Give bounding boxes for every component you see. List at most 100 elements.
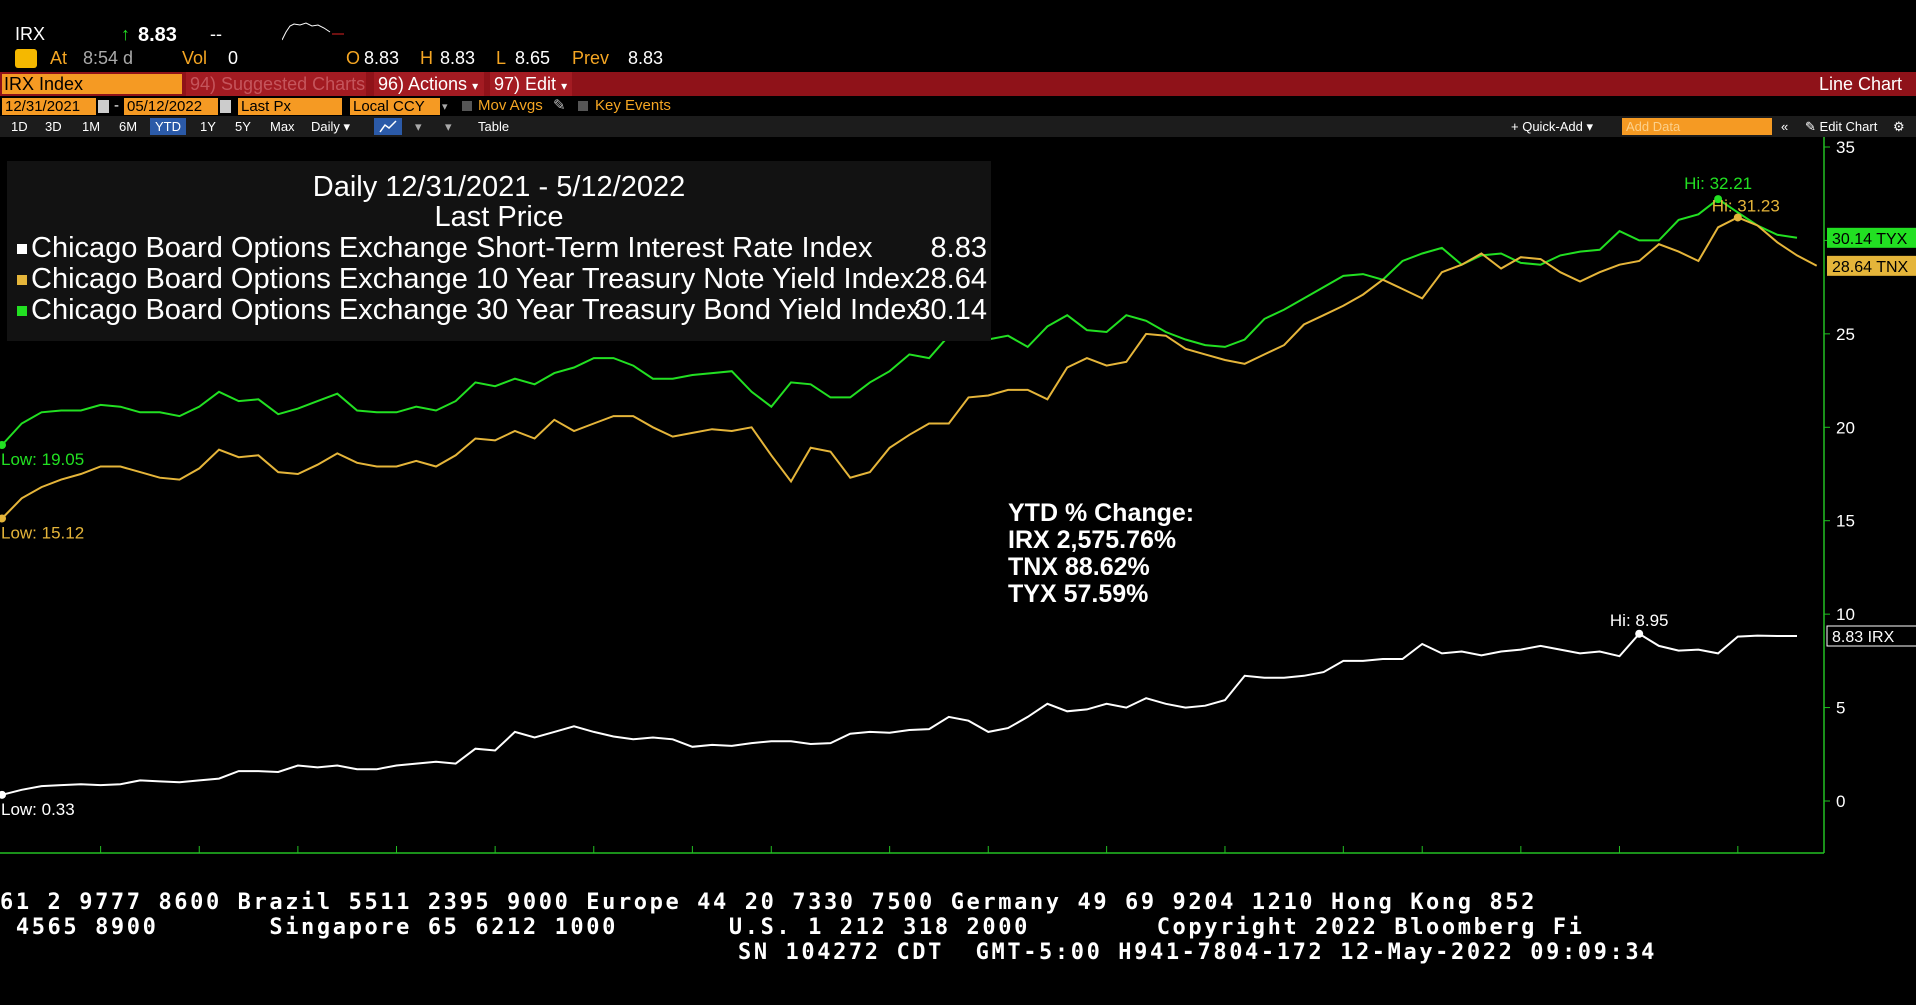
change-value: --: [210, 24, 222, 44]
function-toolbar: IRX Index 94) Suggested Charts 96) Actio…: [0, 72, 1916, 96]
series-line-irx: [1, 632, 1797, 796]
legend-swatch: [17, 275, 27, 286]
y-tick-label: 20: [1836, 418, 1855, 437]
low-label-irx: Low: 0.33: [1, 800, 75, 819]
key-events-label: Key Events: [595, 97, 671, 114]
legend-series-name: Chicago Board Options Exchange Short-Ter…: [31, 232, 873, 264]
ticker-line-1: 61 2 9777 8600 Brazil 5511 2395 9000 Eur…: [0, 890, 1537, 915]
range-max-button[interactable]: Max: [270, 119, 295, 134]
legend-series-name: Chicago Board Options Exchange 30 Year T…: [31, 294, 921, 326]
ticker-line-2: 4565 8900 Singapore 65 6212 1000 U.S. 1 …: [0, 915, 1585, 940]
y-tick-label: 5: [1836, 699, 1845, 718]
gear-icon[interactable]: ⚙: [1893, 119, 1905, 134]
vol-label: Vol: [182, 48, 208, 68]
y-tick-label: 0: [1836, 792, 1845, 811]
actions-label: 96) Actions: [378, 74, 468, 94]
last-value-label-irx: 8.83 IRX: [1832, 629, 1895, 646]
low-marker-tyx: [0, 441, 6, 450]
ytd-tnx: TNX 88.62%: [1008, 553, 1150, 581]
range-ytd-button[interactable]: YTD: [150, 118, 186, 135]
prev-label: Prev: [572, 48, 610, 68]
range-6m-button[interactable]: 6M: [119, 119, 138, 134]
field-selector[interactable]: Last Px: [238, 98, 342, 115]
edit-label: 97) Edit: [494, 74, 557, 94]
edit-chart-button[interactable]: ✎ Edit Chart: [1800, 118, 1882, 135]
ticker-symbol[interactable]: IRX: [15, 24, 46, 44]
range-1m-button[interactable]: 1M: [82, 119, 101, 134]
prev-value: 8.83: [628, 48, 664, 68]
range-1d-button[interactable]: 1D: [11, 119, 28, 134]
clock-icon[interactable]: [15, 49, 37, 68]
legend-row-tyx[interactable]: Chicago Board Options Exchange 30 Year T…: [17, 295, 987, 325]
legend-series-value: 28.64: [914, 263, 987, 295]
open-label: O: [346, 48, 361, 68]
last-value-tag-irx: [1826, 625, 1916, 647]
pencil-icon[interactable]: ✎: [553, 97, 566, 114]
low-label-tnx: Low: 15.12: [1, 523, 84, 542]
low-label-tyx: Low: 19.05: [1, 450, 84, 469]
low-marker-tnx: [0, 514, 6, 523]
add-data-placeholder: Add Data: [1626, 119, 1681, 134]
high-label-tnx: Hi: 31.23: [1712, 196, 1780, 215]
parameter-bar: 12/31/2021 - 05/12/2022 Last Px Local CC…: [0, 96, 1916, 116]
ticker-line-3: SN 104272 CDT GMT-5:00 H941-7804-172 12-…: [738, 940, 1658, 965]
quick-add-button[interactable]: + Quick-Add ▾: [1511, 119, 1594, 134]
calendar-icon[interactable]: [98, 100, 109, 113]
chart-legend: Daily 12/31/2021 - 5/12/2022 Last Price …: [7, 161, 991, 341]
start-date-field[interactable]: 12/31/2021: [2, 98, 96, 115]
security-field[interactable]: IRX Index: [2, 74, 182, 94]
edit-menu[interactable]: 97) Edit ▾: [490, 72, 572, 96]
frequency-selector[interactable]: Daily ▾: [311, 119, 351, 134]
last-price: 8.83: [138, 24, 177, 46]
ytd-irx: IRX 2,575.76%: [1008, 526, 1177, 554]
high-label-tyx: Hi: 32.21: [1684, 174, 1752, 193]
quote-strip: IRX ↑ 8.83 -- At 8:54 d Vol 0 O 8.83 H 8…: [0, 0, 1916, 72]
chart-style-dropdown[interactable]: ▾: [415, 119, 422, 134]
end-date-field[interactable]: 05/12/2022: [124, 98, 218, 115]
high-marker-irx: [1635, 629, 1644, 638]
legend-series-value: 30.14: [914, 294, 987, 326]
mov-avgs-label: Mov Avgs: [478, 97, 543, 114]
range-1y-button[interactable]: 1Y: [200, 119, 216, 134]
y-tick-label: 35: [1836, 138, 1855, 157]
high-marker-tyx: [1714, 195, 1723, 204]
frequency-label: Daily: [311, 119, 340, 134]
currency-selector[interactable]: Local CCY: [350, 98, 440, 115]
chevron-down-icon[interactable]: ▾: [442, 101, 448, 113]
range-bar: 1D 3D 1M 6M YTD 1Y 5Y Max Daily ▾ ▾ ▾ Ta…: [0, 116, 1916, 137]
table-button[interactable]: Table: [478, 119, 510, 134]
chart-options-dropdown[interactable]: ▾: [445, 119, 452, 134]
low-value: 8.65: [515, 48, 551, 68]
chart-type-label: Line Chart: [1818, 74, 1902, 94]
up-arrow-icon: ↑: [121, 24, 130, 44]
y-tick-label: 10: [1836, 605, 1855, 624]
high-label: H: [420, 48, 433, 68]
vol-value: 0: [228, 48, 239, 68]
suggested-charts-button[interactable]: 94) Suggested Charts: [186, 72, 366, 96]
line-chart-icon[interactable]: [374, 118, 402, 135]
pencil-icon: ✎: [1805, 119, 1816, 134]
collapse-icon[interactable]: «: [1781, 119, 1789, 134]
quote-time: 8:54 d: [83, 48, 134, 68]
legend-row-irx[interactable]: Chicago Board Options Exchange Short-Ter…: [17, 233, 987, 263]
key-events-checkbox[interactable]: [578, 101, 588, 111]
series-line-tnx: [1, 216, 1818, 520]
series-line-tyx: [1, 197, 1798, 446]
legend-title: Daily 12/31/2021 - 5/12/2022: [312, 171, 686, 203]
range-3d-button[interactable]: 3D: [45, 119, 62, 134]
add-data-input[interactable]: Add Data: [1622, 118, 1772, 135]
range-5y-button[interactable]: 5Y: [235, 119, 251, 134]
low-label: L: [496, 48, 507, 68]
legend-row-tnx[interactable]: Chicago Board Options Exchange 10 Year T…: [17, 264, 987, 294]
edit-chart-label: Edit Chart: [1819, 119, 1878, 134]
legend-swatch: [17, 306, 27, 317]
quick-add-label: + Quick-Add: [1511, 119, 1583, 134]
y-tick-label: 15: [1836, 512, 1855, 531]
calendar-icon[interactable]: [220, 100, 231, 113]
mov-avgs-checkbox[interactable]: [462, 101, 472, 111]
high-marker-tnx: [1733, 213, 1742, 222]
high-label-irx: Hi: 8.95: [1610, 611, 1669, 630]
legend-series-value: 8.83: [930, 232, 987, 264]
at-label: At: [50, 48, 68, 68]
actions-menu[interactable]: 96) Actions ▾: [374, 72, 484, 96]
